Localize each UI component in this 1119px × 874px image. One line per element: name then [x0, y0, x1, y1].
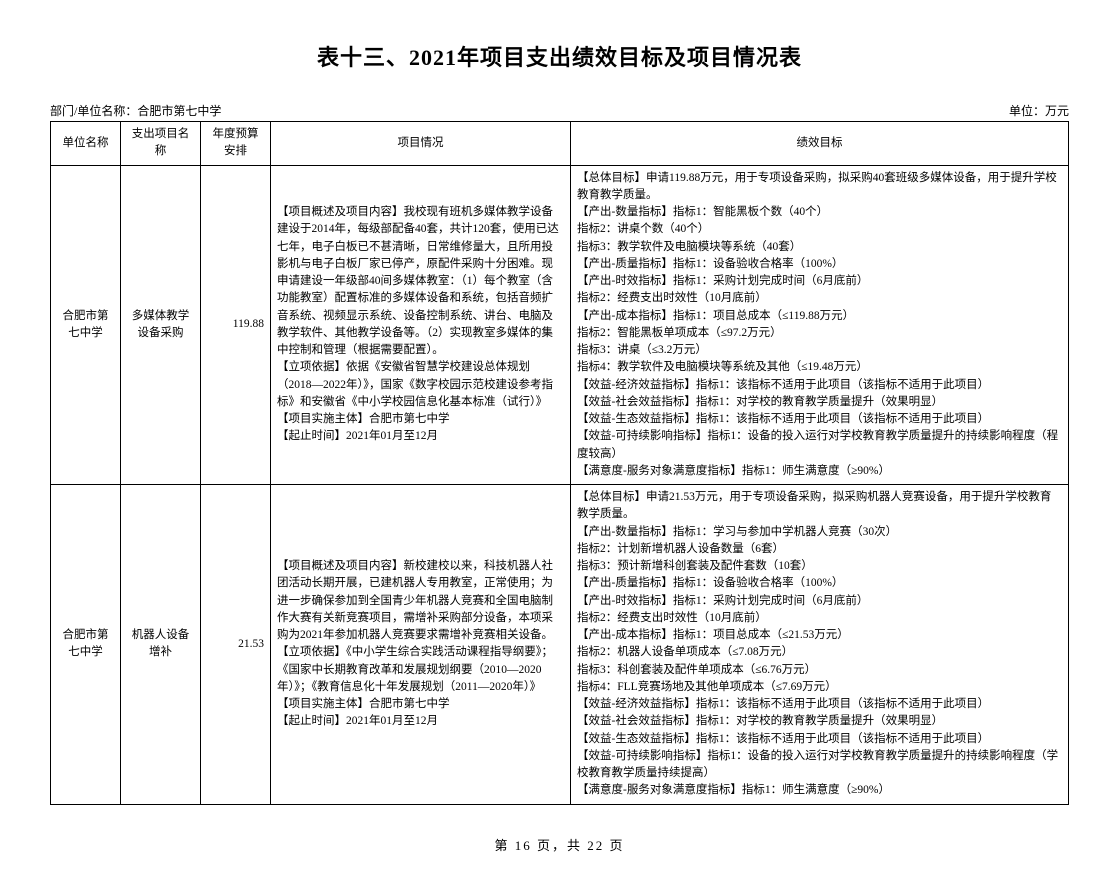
page-footer: 第 16 页，共 22 页	[50, 835, 1069, 854]
cell-budget: 119.88	[201, 165, 271, 485]
col-header-goal: 绩效目标	[571, 122, 1069, 166]
cell-budget: 21.53	[201, 485, 271, 805]
cell-desc: 【项目概述及项目内容】我校现有班机多媒体教学设备建设于2014年，每级部配备40…	[271, 165, 571, 485]
meta-row: 部门/单位名称：合肥市第七中学 单位：万元	[50, 102, 1069, 119]
col-header-unit: 单位名称	[51, 122, 121, 166]
cell-unit: 合肥市第七中学	[51, 485, 121, 805]
cell-item: 多媒体教学设备采购	[121, 165, 201, 485]
data-table: 单位名称 支出项目名称 年度预算安排 项目情况 绩效目标 合肥市第七中学 多媒体…	[50, 121, 1069, 805]
cell-unit: 合肥市第七中学	[51, 165, 121, 485]
table-row: 合肥市第七中学 多媒体教学设备采购 119.88 【项目概述及项目内容】我校现有…	[51, 165, 1069, 485]
col-header-item: 支出项目名称	[121, 122, 201, 166]
col-header-desc: 项目情况	[271, 122, 571, 166]
table-header-row: 单位名称 支出项目名称 年度预算安排 项目情况 绩效目标	[51, 122, 1069, 166]
page-title: 表十三、2021年项目支出绩效目标及项目情况表	[50, 40, 1069, 72]
cell-desc: 【项目概述及项目内容】新校建校以来，科技机器人社团活动长期开展，已建机器人专用教…	[271, 485, 571, 805]
table-row: 合肥市第七中学 机器人设备增补 21.53 【项目概述及项目内容】新校建校以来，…	[51, 485, 1069, 805]
cell-goal: 【总体目标】申请21.53万元，用于专项设备采购，拟采购机器人竞赛设备，用于提升…	[571, 485, 1069, 805]
cell-item: 机器人设备增补	[121, 485, 201, 805]
org-label: 部门/单位名称：合肥市第七中学	[50, 102, 221, 119]
col-header-budget: 年度预算安排	[201, 122, 271, 166]
cell-goal: 【总体目标】申请119.88万元，用于专项设备采购，拟采购40套班级多媒体设备，…	[571, 165, 1069, 485]
unit-label: 单位：万元	[1009, 102, 1069, 119]
